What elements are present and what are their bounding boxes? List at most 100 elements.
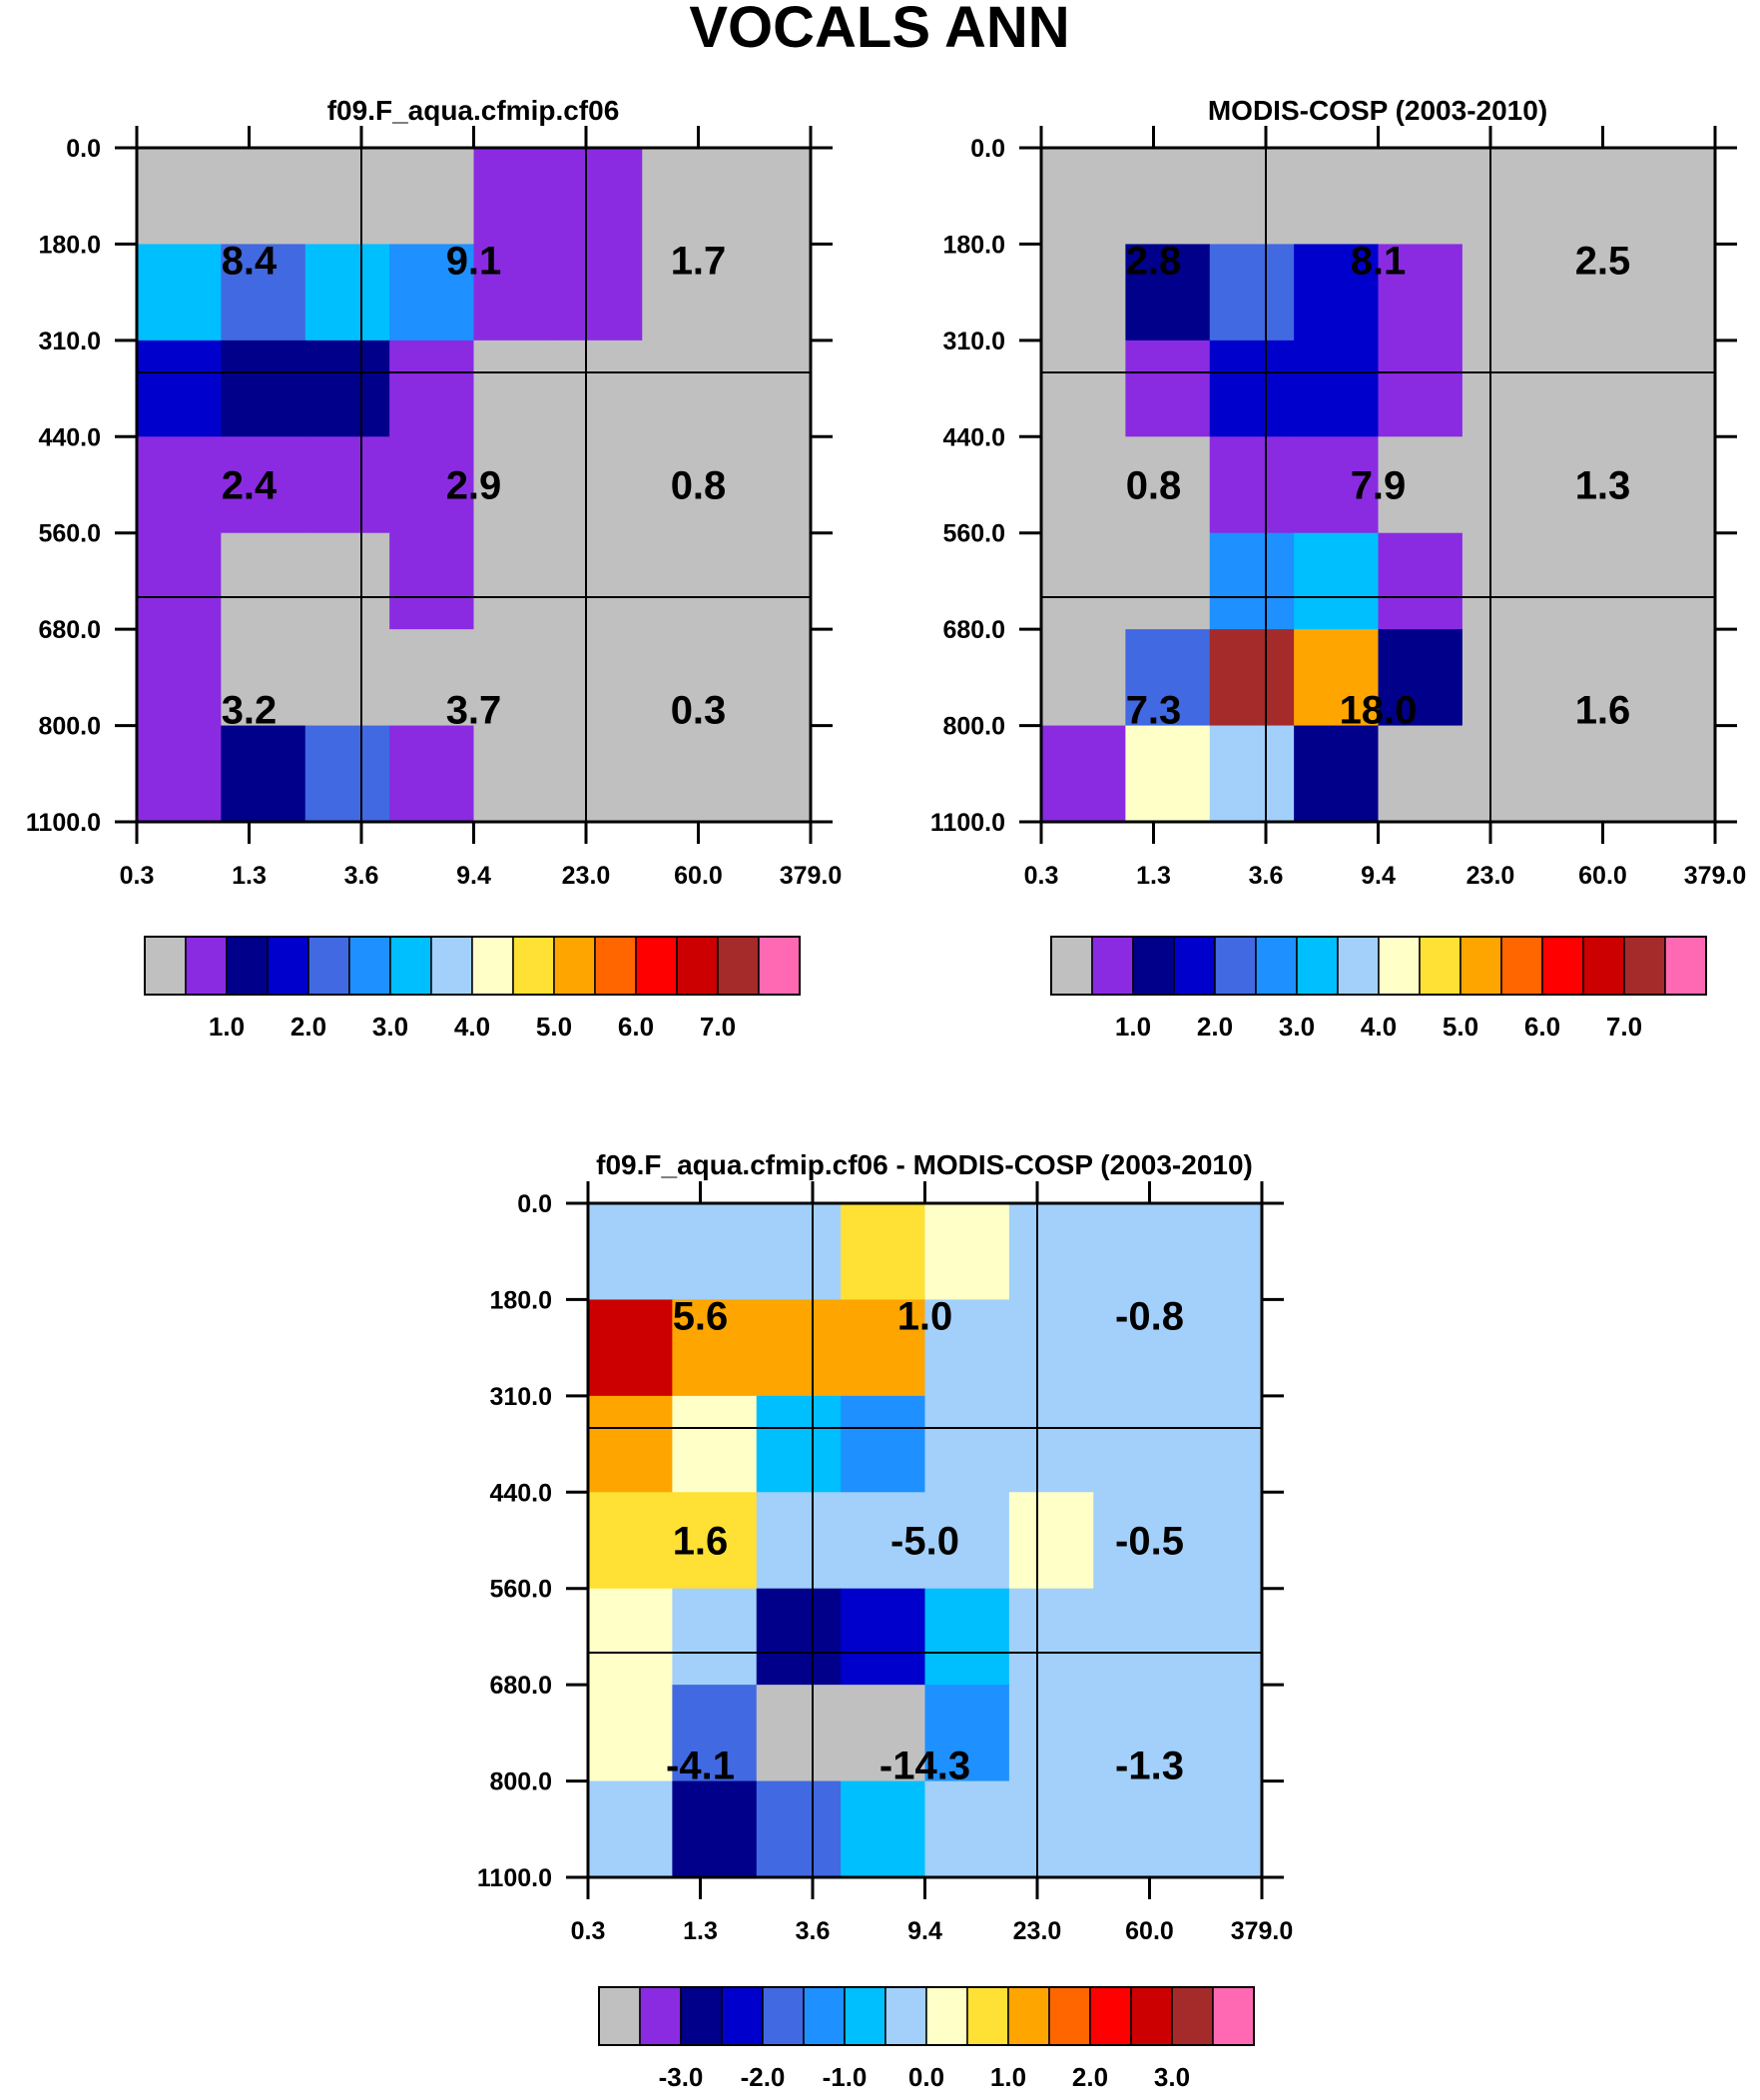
colorbar-label: 3.0 — [372, 1012, 408, 1042]
heatmap-cell — [588, 1299, 673, 1397]
heatmap-cell — [1462, 532, 1547, 630]
heatmap-cell — [672, 1780, 758, 1878]
heatmap-cell — [924, 1299, 1010, 1397]
colorbar-box — [1337, 936, 1380, 996]
heatmap-cell — [642, 340, 728, 437]
heatmap-cell — [1630, 340, 1716, 437]
heatmap-cell — [841, 1588, 926, 1686]
colorbar-box — [1212, 1986, 1255, 2046]
heatmap-cell — [1630, 629, 1716, 727]
colorbar-label: 4.0 — [1361, 1012, 1397, 1042]
y-tick-label: 1100.0 — [930, 809, 1005, 837]
panel-title: MODIS-COSP (2003-2010) — [1208, 95, 1547, 126]
heatmap-cell — [1041, 244, 1126, 342]
heatmap-cell — [1125, 244, 1211, 342]
heatmap-cell — [756, 1395, 842, 1493]
heatmap-cell — [1093, 1588, 1179, 1686]
colorbar-label: 4.0 — [454, 1012, 490, 1042]
cell-value-label: -5.0 — [890, 1520, 959, 1564]
heatmap-cell — [672, 1299, 758, 1397]
heatmap-cell — [588, 1395, 673, 1493]
heatmap-cell — [389, 340, 475, 437]
cell-value-label: 0.8 — [671, 464, 727, 508]
colorbar-label: 2.0 — [1197, 1012, 1233, 1042]
heatmap-cell — [924, 1203, 1010, 1301]
cell-value-label: 0.8 — [1126, 464, 1182, 508]
colorbar-frame — [144, 936, 801, 996]
heatmap-cell — [1294, 532, 1380, 630]
heatmap-cell — [137, 532, 222, 630]
heatmap-cell — [1209, 532, 1295, 630]
heatmap-cell — [756, 1492, 842, 1590]
heatmap-cell — [1041, 340, 1126, 437]
heatmap-cell — [221, 148, 306, 246]
heatmap-cell — [1093, 1203, 1179, 1301]
heatmap-cell — [1125, 532, 1211, 630]
x-tick-label: 3.6 — [796, 1917, 831, 1945]
colorbar-box — [307, 936, 350, 996]
heatmap-cell — [557, 148, 643, 246]
heatmap-cell — [1008, 1492, 1094, 1590]
panel-diff: f09.F_aqua.cfmip.cf06 - MODIS-COSP (2003… — [477, 1149, 1293, 2092]
heatmap-cell — [1041, 725, 1126, 823]
y-tick-label: 1100.0 — [26, 809, 101, 837]
heatmap-cell — [756, 1203, 842, 1301]
heatmap-cell — [756, 1299, 842, 1397]
y-tick-label: 180.0 — [942, 231, 1005, 259]
heatmap-cell — [1093, 1492, 1179, 1590]
heatmap-cell — [1462, 725, 1547, 823]
heatmap-cell — [389, 532, 475, 630]
cell-value-label: 1.6 — [673, 1520, 729, 1564]
x-tick-label: 9.4 — [907, 1917, 942, 1945]
colorbar-box — [1460, 936, 1502, 996]
heatmap-cell — [1378, 244, 1464, 342]
heatmap-cell — [1294, 148, 1380, 246]
heatmap-cell — [1546, 436, 1632, 534]
heatmap-cell — [924, 1588, 1010, 1686]
colorbar-box — [1130, 1986, 1173, 2046]
cell-value-label: 1.3 — [1575, 464, 1631, 508]
x-tick-label: 379.0 — [1684, 862, 1747, 890]
heatmap-cell — [1008, 1780, 1094, 1878]
colorbar-box — [1171, 1986, 1214, 2046]
colorbar-label: -1.0 — [823, 2062, 868, 2092]
heatmap-cell — [557, 629, 643, 727]
heatmap-cell — [137, 629, 222, 727]
heatmap-cell — [1209, 244, 1295, 342]
colorbar-box — [144, 936, 187, 996]
colorbar-box — [471, 936, 514, 996]
y-tick-label: 310.0 — [489, 1383, 552, 1411]
heatmap-cell — [473, 629, 559, 727]
colorbar-box — [1091, 936, 1134, 996]
heatmap-cell — [1041, 629, 1126, 727]
x-tick-label: 379.0 — [1231, 1917, 1294, 1945]
heatmap-cell — [1209, 725, 1295, 823]
y-tick-label: 310.0 — [942, 328, 1005, 355]
colorbar-label: 2.0 — [291, 1012, 326, 1042]
cell-value-label: 2.8 — [1126, 240, 1182, 284]
heatmap-cell — [588, 1203, 673, 1301]
heatmap-cell — [304, 629, 390, 727]
heatmap-cell — [1462, 436, 1547, 534]
heatmap-cell — [726, 532, 812, 630]
heatmap-cell — [1125, 725, 1211, 823]
heatmap-cell — [1177, 1685, 1263, 1782]
colorbar-box — [226, 936, 269, 996]
heatmap-cell — [841, 1395, 926, 1493]
cell-value-label: 3.7 — [446, 689, 502, 733]
y-tick-label: 0.0 — [517, 1190, 552, 1218]
colorbar-box — [1378, 936, 1421, 996]
heatmap-cell — [1008, 1588, 1094, 1686]
colorbar-label: 5.0 — [1443, 1012, 1478, 1042]
heatmap-cell — [221, 532, 306, 630]
heatmap-cell — [756, 1780, 842, 1878]
y-tick-label: 0.0 — [970, 135, 1005, 163]
heatmap-cell — [1125, 148, 1211, 246]
cell-value-label: 1.6 — [1575, 689, 1631, 733]
heatmap-cell — [726, 148, 812, 246]
heatmap-cell — [557, 436, 643, 534]
heatmap-cell — [304, 340, 390, 437]
heatmap-cell — [1378, 629, 1464, 727]
heatmap-cell — [642, 244, 728, 342]
heatmap-cell — [588, 1780, 673, 1878]
